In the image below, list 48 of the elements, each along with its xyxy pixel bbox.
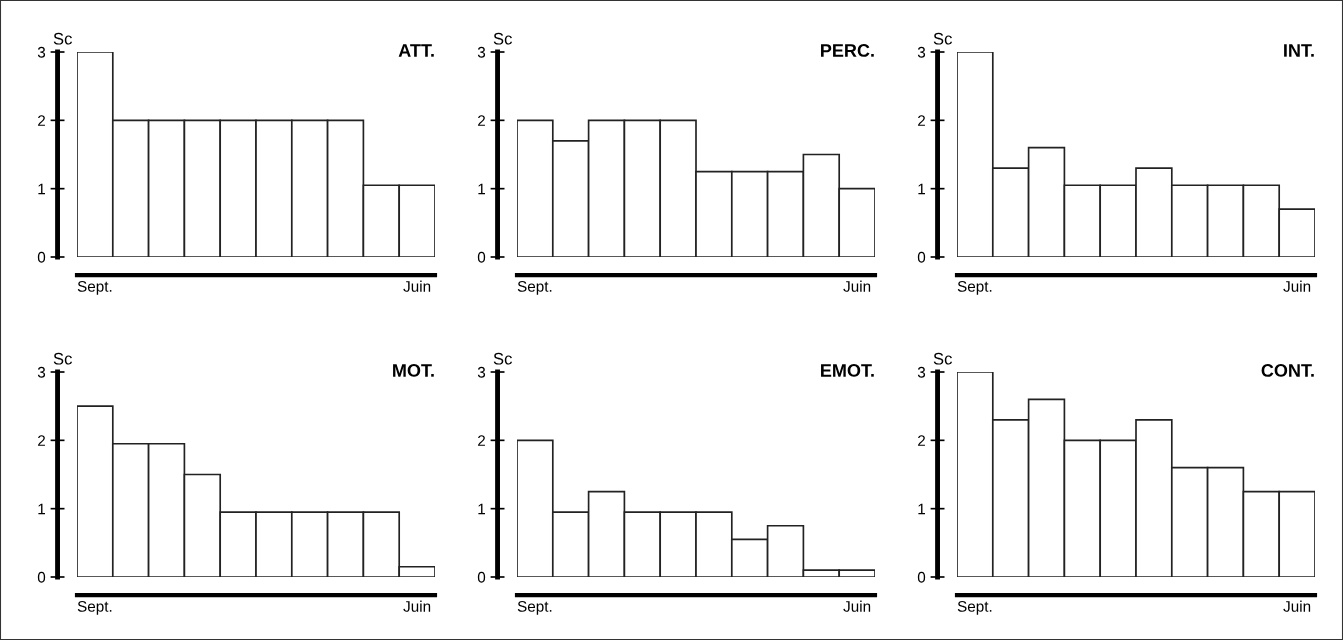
x-tick-label: Sept.: [517, 601, 552, 615]
x-tick-label: Juin: [1283, 280, 1311, 292]
x-tick-label: Juin: [843, 280, 871, 292]
y-axis-title: Sc: [53, 32, 72, 45]
x-tick-label: Juin: [843, 600, 871, 612]
y-tick-label: 2: [478, 435, 485, 446]
y-tick-label: 2: [918, 435, 925, 446]
y-tick-label: 3: [477, 366, 486, 378]
y-tick-label: 0: [477, 251, 486, 263]
y-tick-label: 1: [478, 183, 486, 195]
y-tick-label: 2: [918, 115, 925, 126]
x-tick-label: Juin: [1283, 600, 1311, 612]
chart-title: MOT.: [393, 364, 434, 377]
y-tick-label: 1: [918, 503, 926, 515]
y-tick-label: 1: [38, 503, 46, 515]
y-tick-label: 1: [918, 183, 926, 195]
y-axis-title: Sc: [53, 352, 72, 365]
y-tick-label: 2: [38, 435, 45, 446]
x-tick-label: Sept.: [77, 281, 112, 295]
y-tick-label: 1: [38, 183, 46, 195]
y-axis-title: Sc: [933, 32, 952, 45]
chart-title: CONT.: [1261, 364, 1314, 377]
y-tick-label: 3: [477, 46, 486, 58]
chart-title: EMOT.: [821, 364, 874, 377]
y-tick-label: 2: [478, 115, 485, 126]
chart-title: PERC.: [821, 44, 874, 57]
x-tick-label: Sept.: [957, 601, 992, 615]
y-axis-title: Sc: [933, 352, 952, 365]
chart-title: INT.: [1284, 44, 1314, 57]
y-tick-label: 0: [917, 571, 926, 583]
y-tick-label: 0: [37, 571, 46, 583]
x-tick-label: Sept.: [957, 281, 992, 295]
y-tick-label: 1: [478, 503, 486, 515]
x-tick-label: Sept.: [517, 281, 552, 295]
y-tick-label: 0: [477, 571, 486, 583]
x-tick-label: Juin: [403, 600, 431, 612]
y-tick-label: 3: [37, 366, 46, 378]
y-tick-label: 0: [917, 251, 926, 263]
y-tick-label: 3: [37, 46, 46, 58]
x-tick-label: Juin: [403, 280, 431, 292]
y-tick-label: 3: [917, 46, 926, 58]
x-tick-label: Sept.: [77, 601, 112, 615]
y-tick-label: 2: [38, 115, 45, 126]
y-axis-title: Sc: [493, 32, 512, 45]
y-axis-title: Sc: [493, 352, 512, 365]
y-tick-label: 0: [37, 251, 46, 263]
chart-title: ATT.: [398, 44, 434, 57]
y-tick-label: 3: [917, 366, 926, 378]
